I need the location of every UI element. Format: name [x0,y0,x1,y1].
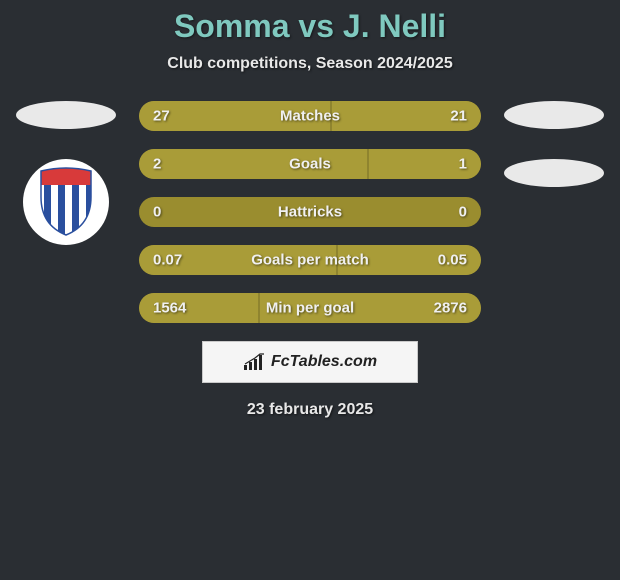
stat-right-value: 21 [450,108,467,125]
brand-link[interactable]: FcTables.com [202,341,418,383]
stat-label: Hattricks [278,204,342,221]
stat-bar-min-per-goal: 1564 Min per goal 2876 [139,293,481,323]
comparison-row: 27 Matches 21 2 Goals 1 0 Hattricks 0 [0,101,620,323]
stat-right-value: 1 [459,156,467,173]
stat-label: Goals per match [251,252,369,269]
left-player-col [11,101,121,245]
page-title: Somma vs J. Nelli [0,8,620,45]
subtitle: Club competitions, Season 2024/2025 [0,55,620,73]
stat-left-value: 0 [153,204,161,221]
stat-label: Goals [289,156,331,173]
stat-right-value: 2876 [434,300,467,317]
player-right-club-placeholder [504,159,604,187]
stat-bar-hattricks: 0 Hattricks 0 [139,197,481,227]
bar-right-fill [480,197,481,227]
stat-left-value: 2 [153,156,161,173]
chart-icon [243,353,265,371]
brand-text: FcTables.com [271,353,377,371]
stat-left-value: 27 [153,108,170,125]
player-left-avatar-placeholder [16,101,116,129]
stat-label: Min per goal [266,300,354,317]
stat-right-value: 0 [459,204,467,221]
stats-bars: 27 Matches 21 2 Goals 1 0 Hattricks 0 [139,101,481,323]
player-left-club-badge [23,159,109,245]
club-shield-icon [36,167,96,237]
bar-left-fill [139,149,368,179]
stat-label: Matches [280,108,340,125]
date-line: 23 february 2025 [0,401,620,419]
stat-right-value: 0.05 [438,252,467,269]
bar-left-fill [139,197,140,227]
right-player-col [499,101,609,187]
stat-bar-goals-per-match: 0.07 Goals per match 0.05 [139,245,481,275]
stat-left-value: 0.07 [153,252,182,269]
stat-bar-goals: 2 Goals 1 [139,149,481,179]
player-right-avatar-placeholder [504,101,604,129]
stat-bar-matches: 27 Matches 21 [139,101,481,131]
stat-left-value: 1564 [153,300,186,317]
